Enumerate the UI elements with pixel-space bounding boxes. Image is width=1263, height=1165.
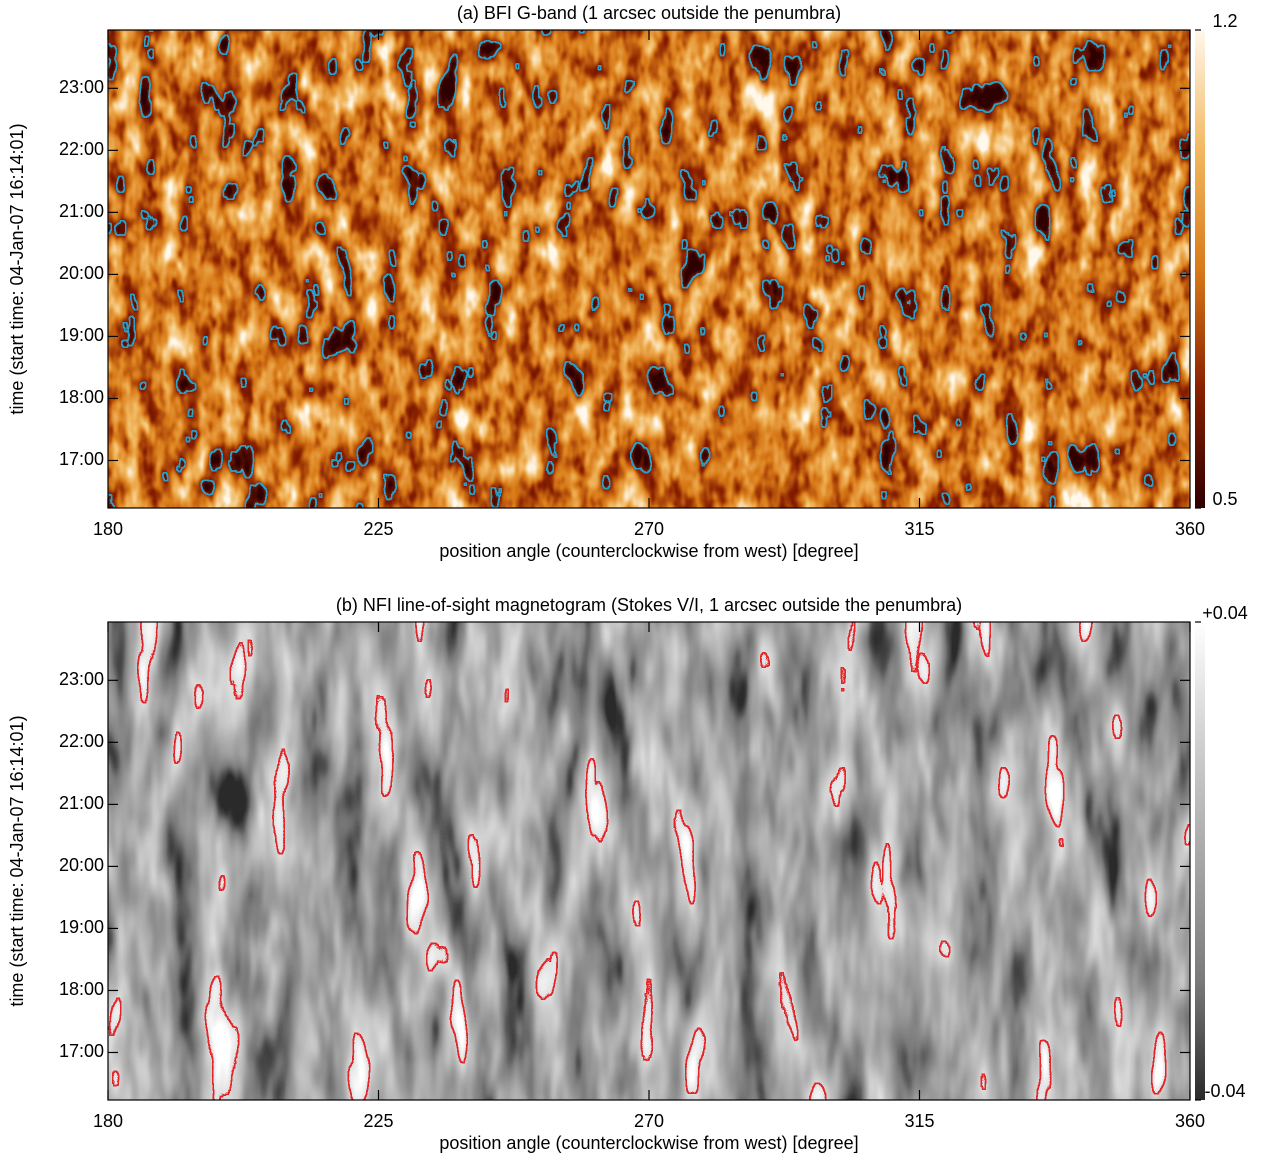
heatmap-image	[108, 30, 1190, 508]
colorbar-tick-label: +0.04	[1202, 603, 1248, 623]
colorbar	[1195, 30, 1205, 508]
x-tick-label: 270	[634, 1111, 664, 1131]
chart-title: (b) NFI line-of-sight magnetogram (Stoke…	[336, 595, 962, 615]
y-tick-label: 21:00	[59, 793, 104, 813]
x-tick-label: 225	[363, 1111, 393, 1131]
y-axis-label: time (start time: 04-Jan-07 16:14:01)	[7, 123, 27, 414]
y-tick-label: 20:00	[59, 855, 104, 875]
y-tick-label: 20:00	[59, 263, 104, 283]
x-tick-label: 180	[93, 1111, 123, 1131]
chart-title: (a) BFI G-band (1 arcsec outside the pen…	[457, 3, 841, 23]
x-tick-label: 180	[93, 519, 123, 539]
x-tick-label: 315	[904, 519, 934, 539]
colorbar-tick-label: -0.04	[1204, 1081, 1245, 1101]
x-tick-label: 315	[904, 1111, 934, 1131]
y-tick-label: 22:00	[59, 731, 104, 751]
y-tick-label: 18:00	[59, 387, 104, 407]
y-tick-label: 22:00	[59, 139, 104, 159]
y-tick-label: 23:00	[59, 77, 104, 97]
y-tick-label: 19:00	[59, 325, 104, 345]
y-tick-label: 19:00	[59, 917, 104, 937]
colorbar-tick-label: 1.2	[1212, 11, 1237, 31]
y-tick-label: 18:00	[59, 979, 104, 999]
x-tick-label: 225	[363, 519, 393, 539]
y-tick-label: 17:00	[59, 449, 104, 469]
colorbar	[1195, 622, 1205, 1100]
colorbar-tick-label: 0.5	[1212, 489, 1237, 509]
y-axis-label: time (start time: 04-Jan-07 16:14:01)	[7, 715, 27, 1006]
y-tick-label: 21:00	[59, 201, 104, 221]
x-tick-label: 360	[1175, 519, 1205, 539]
x-tick-label: 270	[634, 519, 664, 539]
y-tick-label: 17:00	[59, 1041, 104, 1061]
x-tick-label: 360	[1175, 1111, 1205, 1131]
x-axis-label: position angle (counterclockwise from we…	[439, 1133, 858, 1153]
heatmap-image	[108, 622, 1190, 1100]
y-tick-label: 23:00	[59, 669, 104, 689]
x-axis-label: position angle (counterclockwise from we…	[439, 541, 858, 561]
